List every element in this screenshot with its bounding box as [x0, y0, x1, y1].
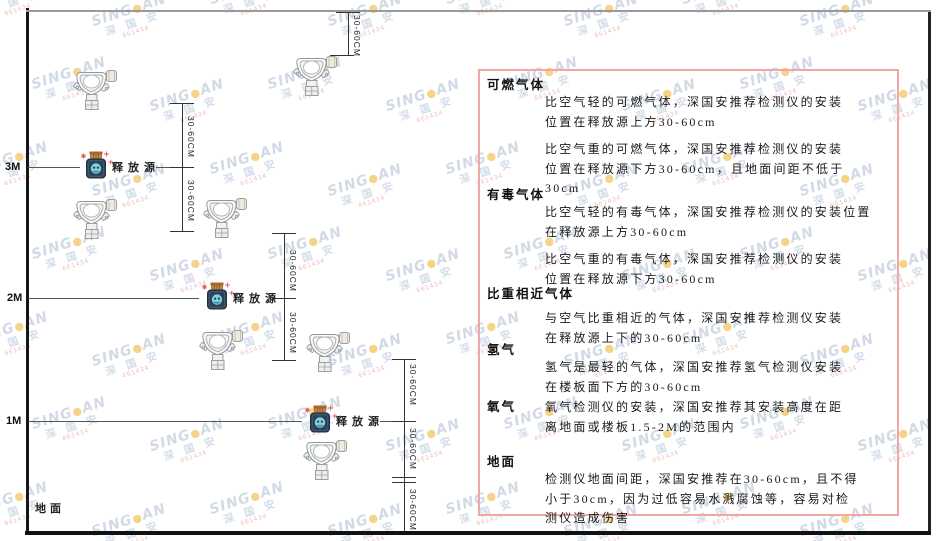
section-paragraph: 比空气重的可燃气体，深国安推荐检测仪的安装 位置在释放源下方30-60cm，且地…	[545, 142, 845, 195]
section-paragraph: 比空气轻的有毒气体，深国安推荐检测仪的安装位置 在释放源上方30-60cm	[545, 205, 872, 239]
gas-detector-icon-2m-above	[203, 198, 247, 238]
dim-label-30-60cm: 30-60CM	[408, 364, 418, 406]
release-source-icon-1m	[304, 405, 338, 433]
dim-tick	[272, 233, 296, 234]
section-paragraph: 与空气比重相近的气体，深国安推荐检测仪安装 在释放源上下的30-60cm	[545, 311, 844, 345]
dim-tick	[170, 103, 194, 104]
ref-line-3m	[28, 167, 80, 168]
section-similar-density-gas: 比重相近气体 与空气比重相近的气体，深国安推荐检测仪安装 在释放源上下的30-6…	[480, 287, 897, 348]
section-combustible-gas: 可燃气体 比空气轻的可燃气体，深国安推荐检测仪的安装 位置在释放源上方30-60…	[480, 78, 897, 199]
ref-line-1m	[28, 421, 302, 422]
dim-line-ceiling	[348, 12, 349, 55]
release-source-icon-3m	[80, 151, 114, 179]
section-oxygen: 氧气 氧气检测仪的安装，深国安推荐其安装高度在距 离地面或楼板1.5-2M的范围…	[480, 398, 897, 437]
dim-label-30-60cm: 30-60CM	[408, 489, 418, 531]
dim-label-30-60cm: 30-60CM	[352, 15, 362, 57]
section-heading: 氧气	[487, 400, 517, 414]
dim-line-2m	[284, 233, 285, 360]
installation-guidelines-panel: 可燃气体 比空气轻的可燃气体，深国安推荐检测仪的安装 位置在释放源上方30-60…	[478, 69, 899, 525]
release-source-icon-2m	[201, 282, 235, 310]
dim-line-1m	[404, 359, 405, 531]
gas-detector-icon-ceiling	[293, 56, 337, 96]
section-heading: 有毒气体	[487, 188, 546, 202]
dim-tick	[392, 421, 416, 422]
dim-tick	[392, 482, 416, 483]
release-source-label-3m: 释放源	[112, 162, 160, 174]
dim-tick	[272, 360, 296, 361]
dim-tick	[272, 298, 296, 299]
section-heading: 氢气	[487, 343, 517, 357]
dim-tick	[330, 55, 354, 56]
section-heading: 比重相近气体	[487, 287, 575, 301]
dim-label-30-60cm: 30-60CM	[288, 312, 298, 354]
gas-detector-icon-2m-below	[199, 330, 243, 370]
dim-label-30-60cm: 30-60CM	[186, 116, 196, 158]
ceiling-line	[26, 10, 931, 12]
section-paragraph: 氢气是最轻的气体，深国安推荐氢气检测仪安装 在楼板面下方的30-60cm	[545, 360, 844, 394]
section-heading: 地面	[487, 455, 517, 469]
section-paragraph: 比空气轻的可燃气体，深国安推荐检测仪的安装 位置在释放源上方30-60cm	[545, 95, 844, 129]
dim-tick	[392, 477, 416, 478]
release-source-label-1m: 释放源	[336, 416, 384, 428]
left-wall-line	[26, 8, 29, 535]
section-paragraph: 检测仪地面间距，深国安推荐在30-60cm，且不得 小于30cm，因为过低容易水…	[545, 472, 859, 525]
dim-tick	[336, 12, 360, 13]
ground-label: 地面	[35, 503, 65, 515]
section-ground: 地面 检测仪地面间距，深国安推荐在30-60cm，且不得 小于30cm，因为过低…	[480, 455, 897, 529]
dim-tick	[170, 167, 194, 168]
ref-line-3m-ext	[156, 167, 182, 168]
dim-label-30-60cm: 30-60CM	[186, 180, 196, 222]
section-paragraph: 比空气重的有毒气体，深国安推荐检测仪的安装 位置在释放源下方30-60cm	[545, 252, 844, 286]
dim-tick	[392, 359, 416, 360]
gas-detector-icon-1m-above	[306, 332, 350, 372]
height-label-2m: 2M	[7, 292, 23, 304]
gas-detector-icon-3m-below	[73, 199, 117, 239]
section-heading: 可燃气体	[487, 78, 546, 92]
section-hydrogen: 氢气 氢气是最轻的气体，深国安推荐氢气检测仪安装 在楼板面下方的30-60cm	[480, 343, 897, 397]
height-label-1m: 1M	[6, 415, 22, 427]
ref-line-2m	[28, 298, 199, 299]
right-wall-line	[928, 10, 931, 535]
dim-label-30-60cm: 30-60CM	[288, 250, 298, 292]
release-source-label-2m: 释放源	[233, 293, 281, 305]
height-label-3m: 3M	[5, 161, 21, 173]
dim-tick	[170, 231, 194, 232]
dim-label-30-60cm: 30-60CM	[408, 428, 418, 470]
gas-detector-icon-1m-below	[303, 440, 347, 480]
section-toxic-gas: 有毒气体 比空气轻的有毒气体，深国安推荐检测仪的安装位置 在释放源上方30-60…	[480, 188, 897, 289]
floor-line	[25, 531, 931, 535]
section-paragraph: 氧气检测仪的安装，深国安推荐其安装高度在距 离地面或楼板1.5-2M的范围内	[545, 400, 844, 434]
gas-detector-icon-3m-above	[73, 70, 117, 110]
